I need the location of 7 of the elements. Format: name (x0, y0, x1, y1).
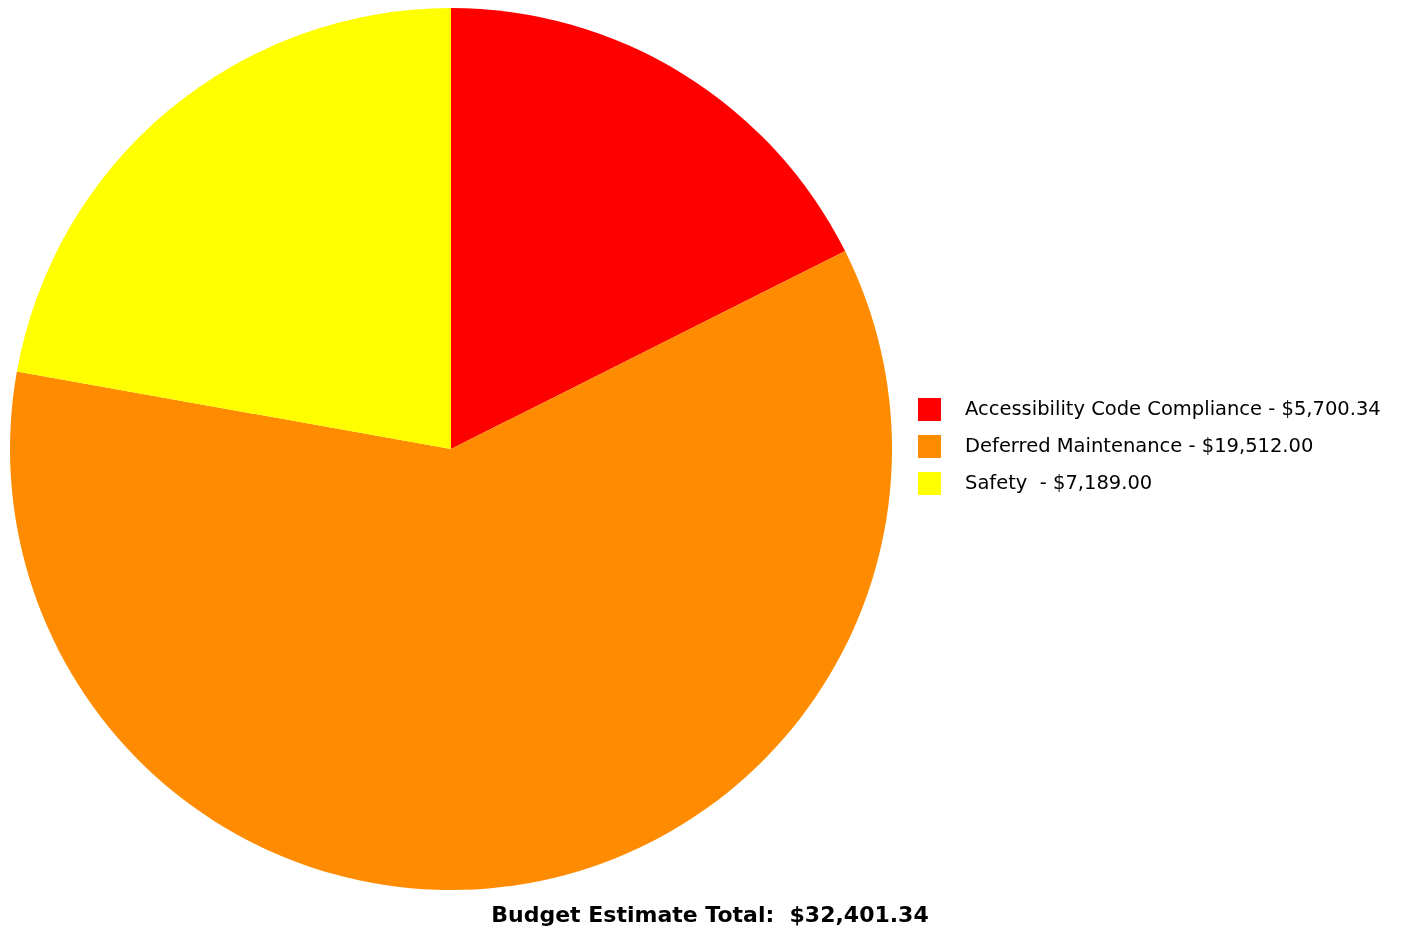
pie-slice (16, 8, 451, 449)
legend-label: Safety - $7,189.00 (965, 471, 1153, 494)
text: Budget Estimate Total: $32,401.34 (491, 902, 929, 927)
pie-slice (451, 8, 846, 449)
legend-label: Deferred Maintenance - $19,512.00 (965, 434, 1314, 457)
pie-slice (10, 251, 892, 890)
legend-label: Accessibility Code Compliance - $5,700.34 (965, 397, 1381, 420)
